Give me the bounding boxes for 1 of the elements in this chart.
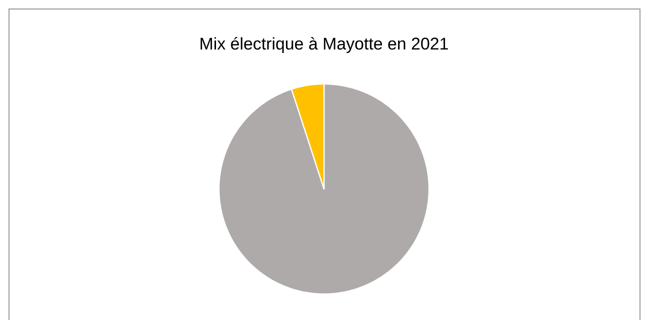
chart-title: Mix électrique à Mayotte en 2021: [200, 37, 448, 54]
